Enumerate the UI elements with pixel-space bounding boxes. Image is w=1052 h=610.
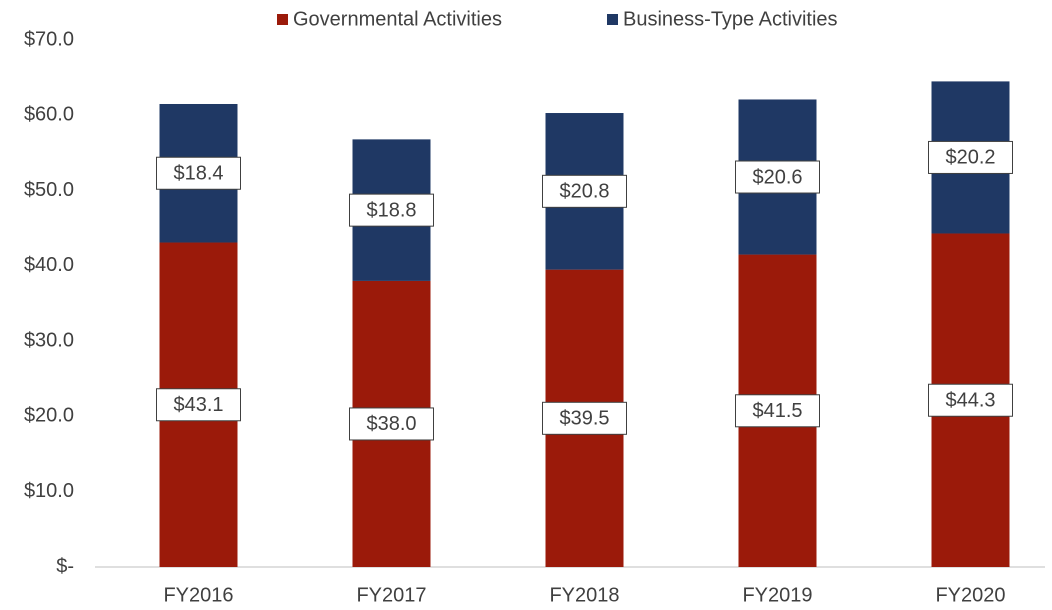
data-label-box: [156, 388, 241, 422]
y-tick-label: $40.0: [24, 254, 74, 276]
data-label-box: [156, 156, 241, 190]
data-label: $39.5: [559, 408, 609, 430]
data-label: $43.1: [173, 394, 223, 416]
x-tick-label: FY2018: [549, 584, 619, 606]
legend-swatch: [607, 14, 618, 25]
y-tick-label: $60.0: [24, 104, 74, 126]
data-label: $41.5: [752, 400, 802, 422]
legend-label: Governmental Activities: [293, 8, 502, 30]
y-tick-label: $20.0: [24, 405, 74, 427]
data-label: $18.4: [173, 163, 223, 185]
data-label-box: [542, 174, 627, 208]
data-label-box: [735, 394, 820, 428]
data-label: $18.8: [366, 199, 416, 221]
data-label: $20.2: [945, 147, 995, 169]
data-label: $38.0: [366, 413, 416, 435]
x-tick-label: FY2020: [935, 584, 1005, 606]
data-label-box: [349, 407, 434, 441]
data-label-box: [928, 383, 1013, 417]
data-label-box: [735, 160, 820, 194]
data-label: $44.3: [945, 390, 995, 412]
x-tick-label: FY2019: [742, 584, 812, 606]
y-tick-label: $70.0: [24, 28, 74, 50]
y-tick-label: $50.0: [24, 179, 74, 201]
data-label: $20.6: [752, 166, 802, 188]
x-tick-label: FY2016: [163, 584, 233, 606]
y-tick-label: $-: [56, 555, 74, 577]
data-label-box: [349, 193, 434, 227]
y-tick-label: $30.0: [24, 329, 74, 351]
data-label-box: [928, 140, 1013, 174]
data-label-box: [542, 401, 627, 435]
x-tick-label: FY2017: [356, 584, 426, 606]
y-tick-label: $10.0: [24, 480, 74, 502]
legend-label: Business-Type Activities: [623, 8, 838, 30]
legend-swatch: [277, 14, 288, 25]
data-label: $20.8: [559, 181, 609, 203]
